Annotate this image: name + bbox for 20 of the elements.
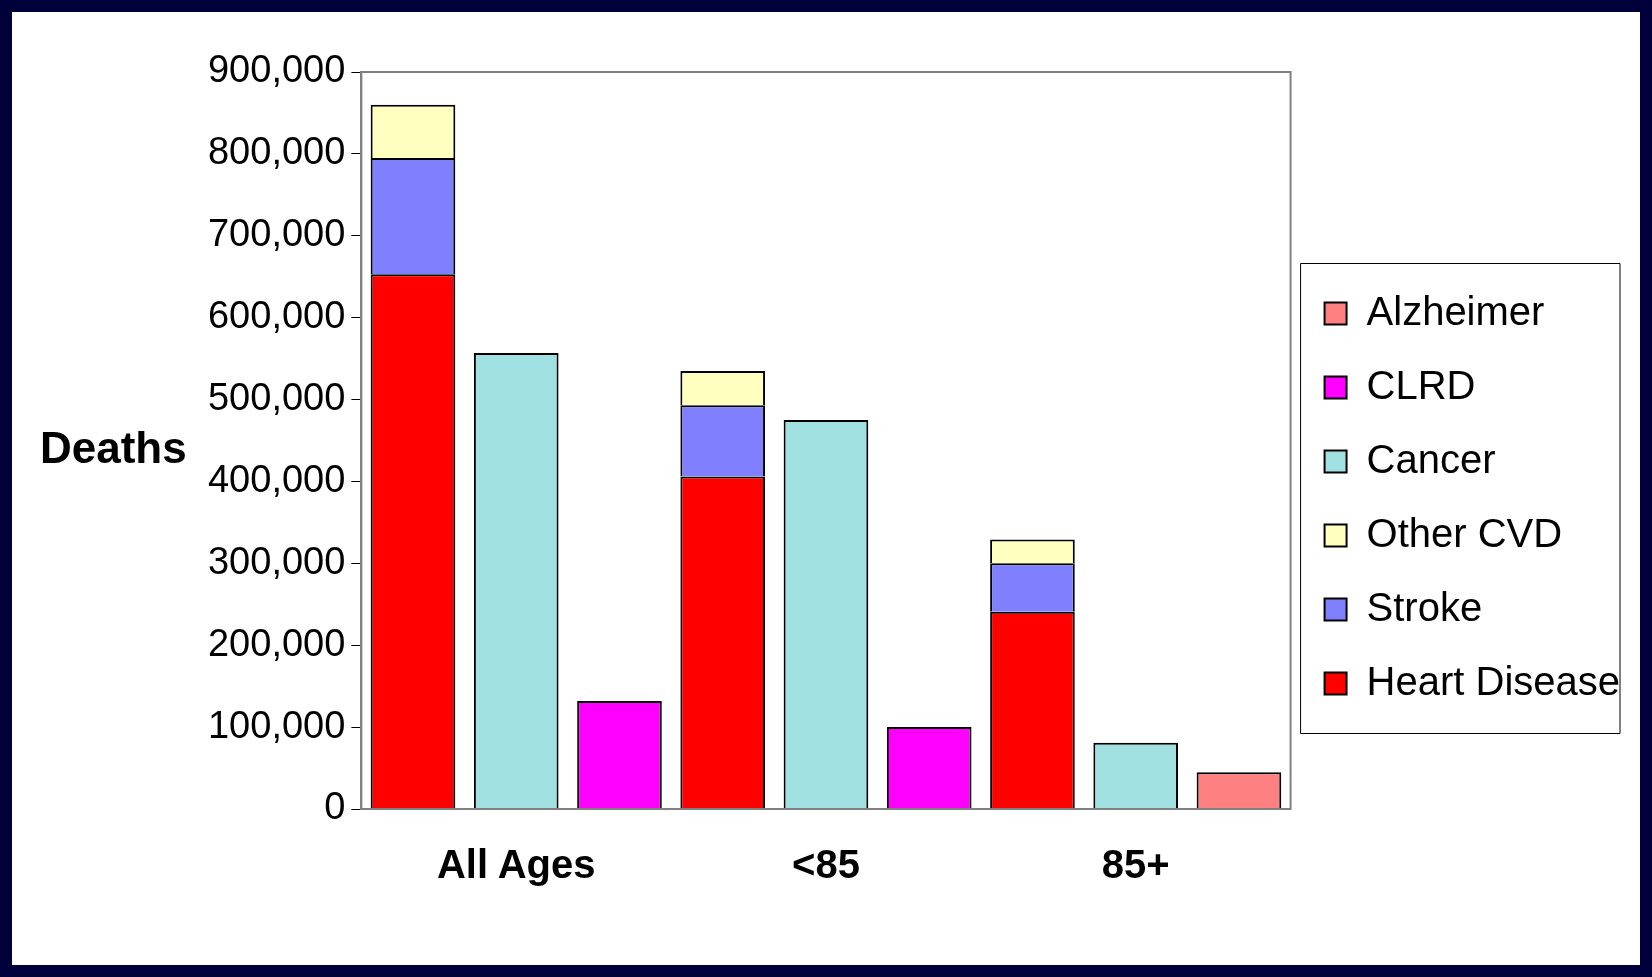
- y-tick-label: 800,000: [207, 130, 346, 173]
- y-tick-label: 600,000: [207, 294, 346, 337]
- x-tick-label: <85: [792, 842, 860, 887]
- y-tick-label: 300,000: [207, 539, 346, 582]
- y-tick-label: 900,000: [207, 48, 346, 91]
- legend-label: CLRD: [1366, 362, 1476, 407]
- legend-label: Alzheimer: [1366, 288, 1545, 333]
- y-tick-label: 700,000: [207, 212, 346, 255]
- legend-label: Heart Disease: [1366, 658, 1620, 703]
- x-tick-label: 85+: [1101, 842, 1170, 887]
- y-axis-title: Deaths: [40, 422, 187, 472]
- y-tick-label: 100,000: [207, 703, 346, 746]
- y-tick-label: 500,000: [207, 376, 346, 419]
- y-tick-label: 400,000: [207, 457, 346, 500]
- legend-label: Stroke: [1366, 584, 1483, 629]
- legend-label: Cancer: [1366, 436, 1496, 481]
- y-tick-label: 200,000: [207, 621, 346, 664]
- legend-label: Other CVD: [1366, 510, 1563, 555]
- x-tick-label: All Ages: [436, 842, 596, 887]
- y-tick-label: 0: [324, 785, 346, 828]
